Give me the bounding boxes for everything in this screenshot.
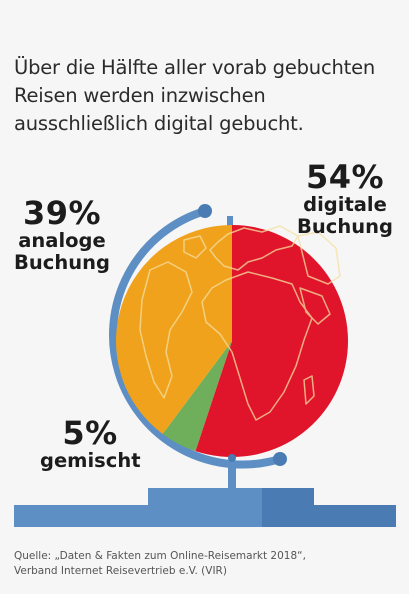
label-analog-text-2: Buchung [14,251,110,274]
globe-base-block-shade [262,488,314,506]
globe-stem [228,466,236,490]
map-asia-outline [297,231,341,285]
map-greenland-outline [183,235,207,259]
label-digital-percent: 54% [305,158,385,196]
pie-slice-analoge-buchung [115,225,232,434]
pie-slice-gemischt [162,341,232,452]
globe-arc-cap-bottom [273,452,287,466]
map-arabia-outline [299,287,331,325]
globe-arc-cap-top [198,204,212,218]
globe-meridian-arc [109,207,284,469]
globe-axis-pin-bottom [228,454,236,462]
label-mixed-text: gemischt [40,449,141,472]
label-analog-text-1: analoge [18,229,106,252]
label-mixed-percent: 5% [62,414,118,452]
map-americas-outline [139,261,193,399]
headline-line-3: ausschließlich digital gebucht. [14,112,304,135]
label-digital: 54% digitale Buchung [295,160,395,238]
label-analog-percent: 39% [22,194,102,232]
source-line-2: Verband Internet Reisevertrieb e.V. (VIR… [14,565,227,577]
globe-base-plate-shade [262,505,396,527]
label-analog: 39% analoge Buchung [8,196,116,274]
map-europe-outline [209,225,299,271]
headline: Über die Hälfte aller vorab gebuchten Re… [14,54,399,138]
globe-axis-pin-top [227,216,233,228]
headline-line-1: Über die Hälfte aller vorab gebuchten [14,56,376,79]
pie-slice-digitale-buchung [195,225,349,457]
world-map-outline [139,225,341,421]
pie-slices-group [115,225,349,457]
map-africa-outline [201,271,313,421]
headline-line-2: Reisen werden inzwischen [14,84,266,107]
source-line-1: Quelle: „Daten & Fakten zum Online-Reise… [14,550,306,562]
label-mixed: 5% gemischt [40,414,141,472]
label-digital-text-2: Buchung [297,215,393,238]
source-note: Quelle: „Daten & Fakten zum Online-Reise… [14,549,404,579]
map-madagascar-outline [303,375,315,405]
label-digital-text-1: digitale [303,193,387,216]
